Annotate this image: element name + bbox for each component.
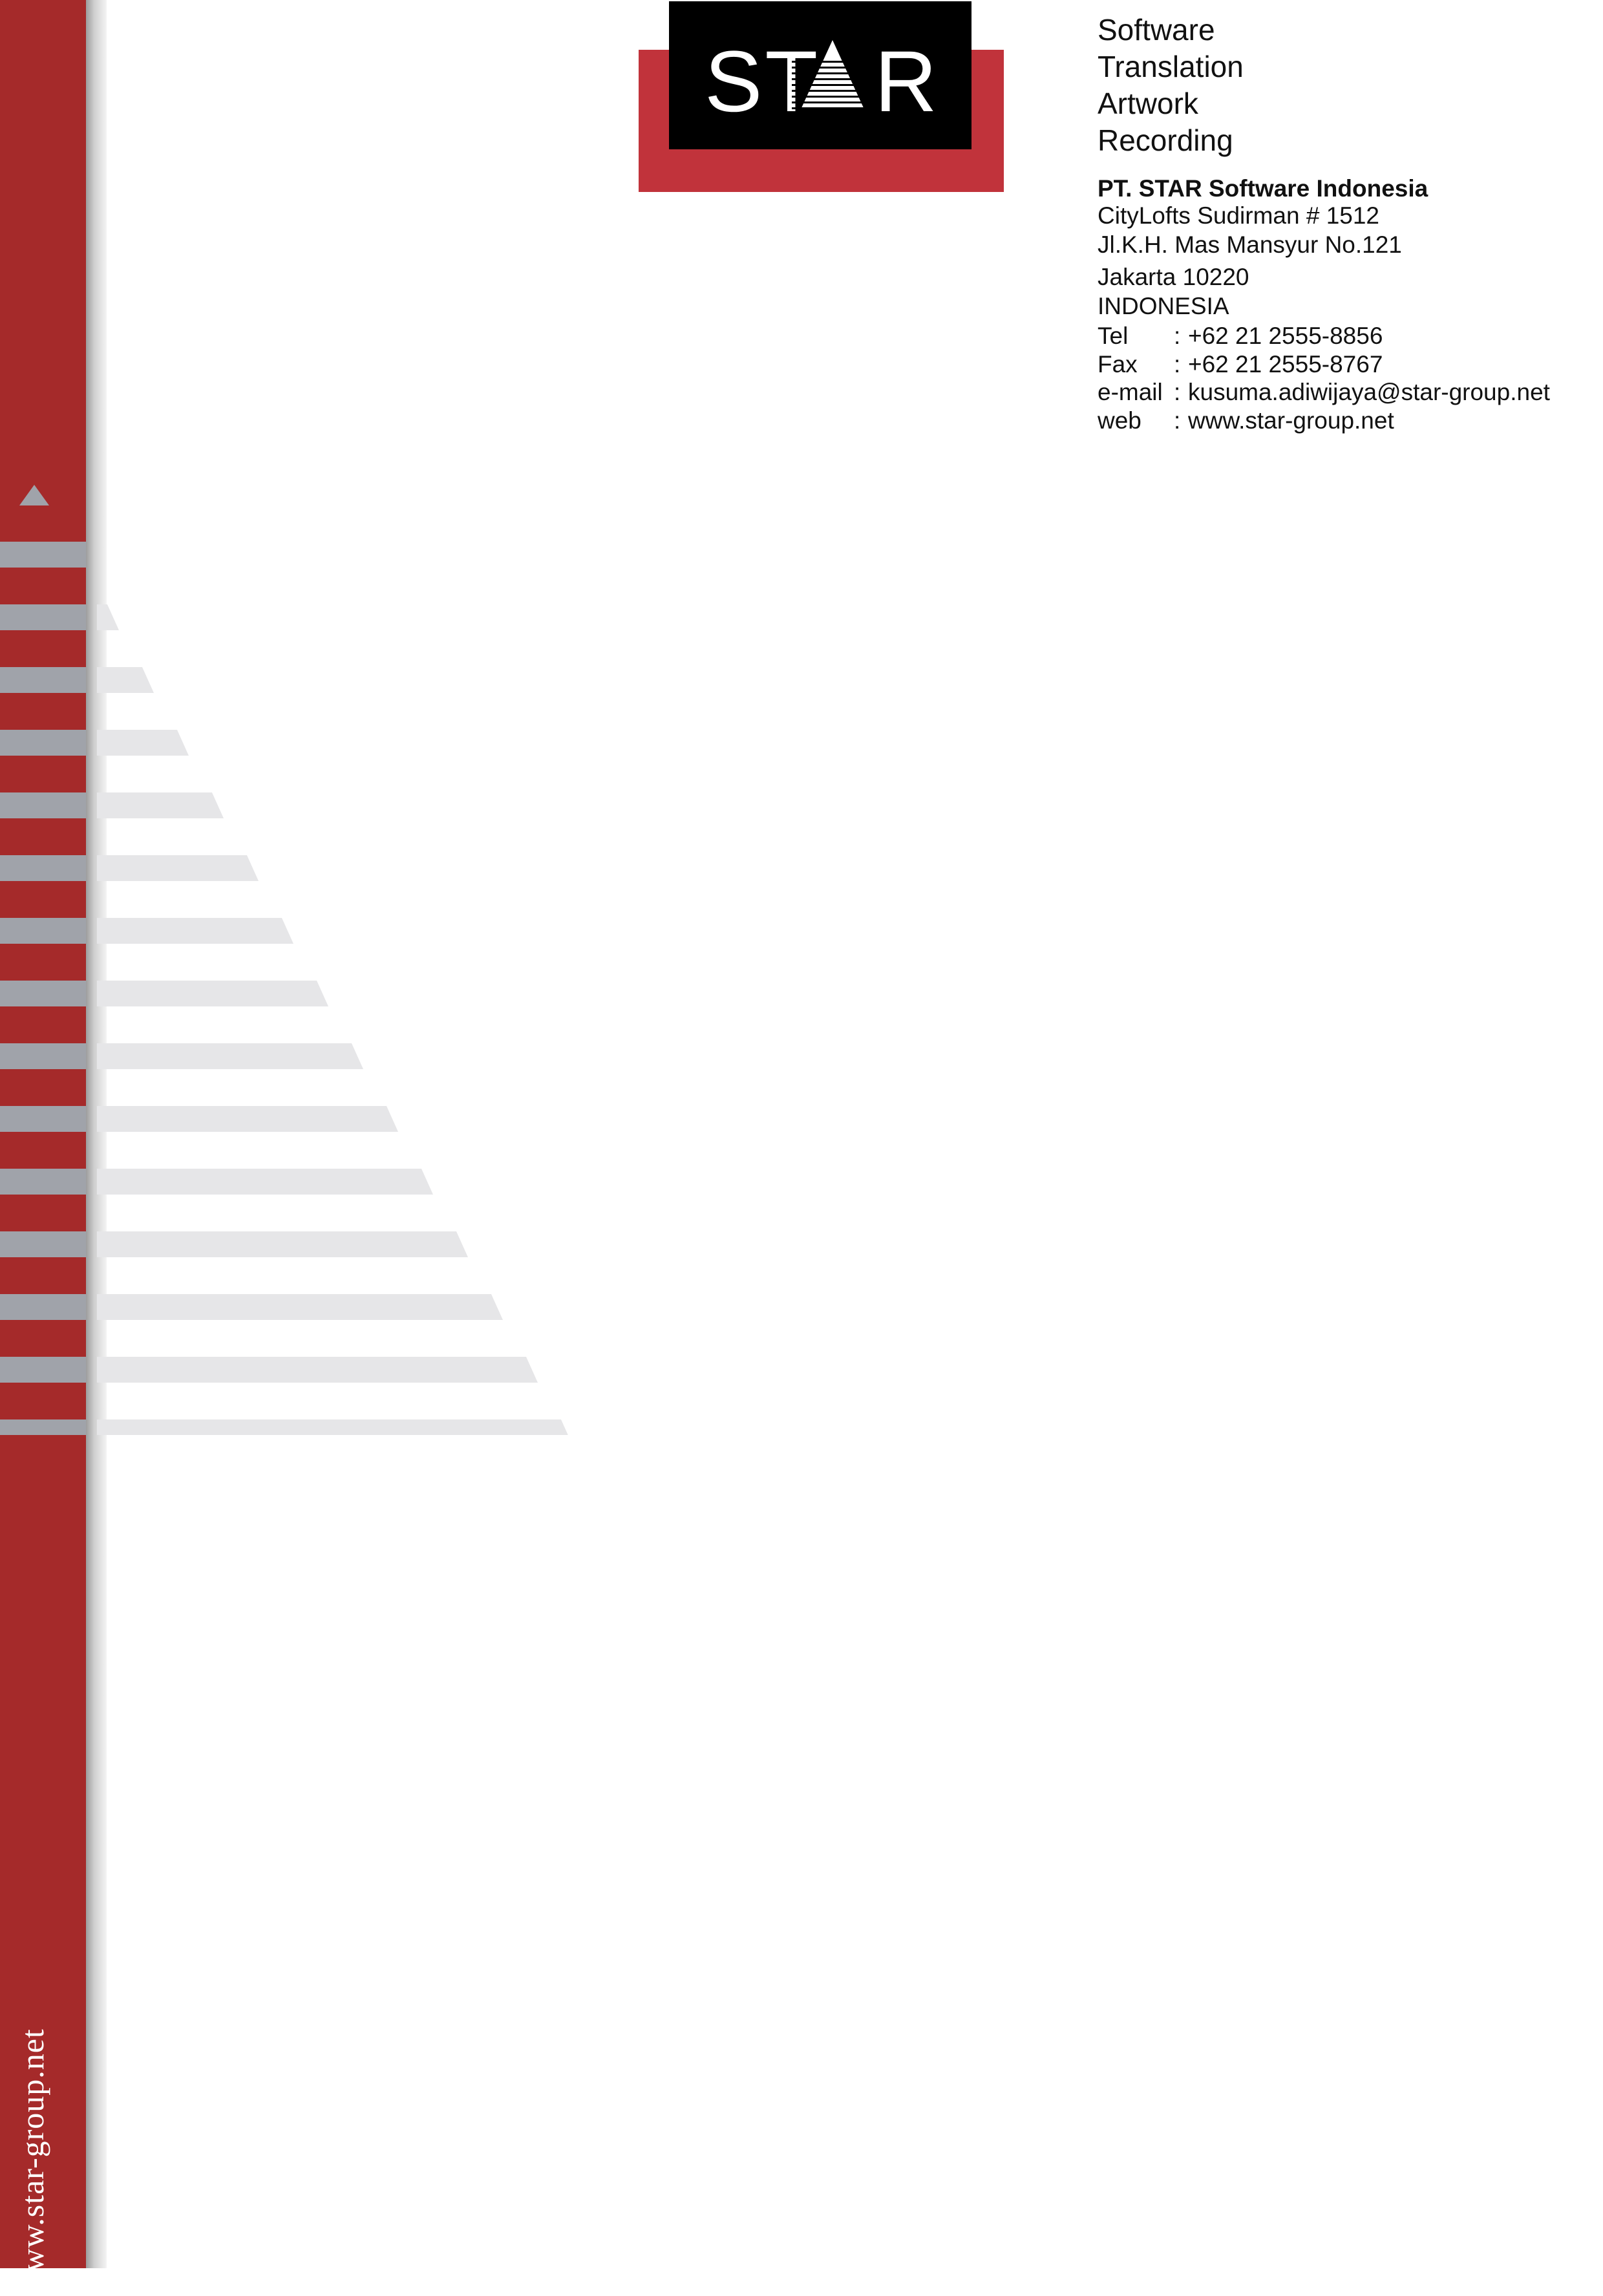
sidebar-band [0, 0, 86, 2268]
contact-separator: : [1174, 350, 1181, 377]
pyramid-stripe [97, 981, 328, 1006]
contact-block: Tel : +62 21 2555-8856 Fax : +62 21 2555… [1098, 322, 1550, 434]
sidebar-stripe [0, 1419, 86, 1435]
pyramid-stripe [97, 1357, 538, 1383]
logo-triangle-line [792, 72, 873, 74]
triangle-icon [792, 40, 873, 109]
sidebar-stripe [0, 1169, 86, 1195]
company-address: PT. STAR Software Indonesia CityLofts Su… [1098, 175, 1589, 321]
pyramid-stripe [97, 1419, 568, 1435]
contact-row-web: web : www.star-group.net [1098, 407, 1550, 435]
logo-text-r: R [875, 34, 937, 130]
sidebar-stripe [0, 1231, 86, 1257]
contact-separator: : [1174, 407, 1181, 434]
logo-triangle-line [792, 101, 873, 103]
pyramid-stripe [97, 1106, 398, 1132]
sidebar-website-url: www.star-group.net [14, 2028, 50, 2296]
services-list: Software Translation Artwork Recording [1098, 12, 1550, 159]
star-logo: ST R [705, 34, 937, 130]
sidebar-stripe [0, 981, 86, 1006]
contact-value: +62 21 2555-8767 [1188, 350, 1383, 377]
sidebar-stripe [0, 792, 86, 818]
company-name: PT. STAR Software Indonesia [1098, 175, 1428, 202]
contact-separator: : [1174, 379, 1181, 405]
address-city: Jakarta 10220 [1098, 264, 1249, 290]
pyramid-tip-icon [19, 485, 49, 505]
service-item: Artwork [1098, 87, 1198, 120]
logo-triangle-line [792, 61, 873, 63]
contact-separator: : [1174, 323, 1181, 349]
contact-label: Fax [1098, 350, 1138, 377]
sidebar-stripe [0, 667, 86, 693]
pyramid-stripe [97, 1169, 433, 1195]
sidebar-stripe [0, 1357, 86, 1383]
contact-label: e-mail [1098, 379, 1163, 405]
sidebar-stripe [0, 1294, 86, 1320]
pyramid-stripe [97, 730, 189, 756]
logo-triangle-line [792, 84, 873, 86]
contact-email-link[interactable]: kusuma.adiwijaya@star-group.net [1188, 379, 1550, 405]
sidebar-stripe [0, 918, 86, 944]
pyramid-stripe [97, 792, 224, 818]
service-item: Translation [1098, 50, 1244, 83]
service-item: Recording [1098, 123, 1233, 157]
decorative-pyramid [0, 485, 568, 1435]
logo-triangle-line [792, 78, 873, 80]
contact-row-fax: Fax : +62 21 2555-8767 [1098, 350, 1550, 379]
sidebar-stripe [0, 1043, 86, 1069]
address-country: INDONESIA [1098, 293, 1229, 319]
contact-value: +62 21 2555-8856 [1188, 323, 1383, 349]
pyramid-stripe [97, 918, 293, 944]
sidebar-stripe [0, 1106, 86, 1132]
logo-triangle-line [792, 96, 873, 98]
contact-row-tel: Tel : +62 21 2555-8856 [1098, 322, 1550, 350]
logo-text-st: ST [705, 34, 820, 130]
pyramid-stripe [97, 604, 119, 630]
logo-triangle-line [792, 90, 873, 92]
pyramid-top-stripe [0, 543, 84, 568]
pyramid-stripes [0, 542, 568, 1435]
pyramid-stripe [97, 667, 154, 693]
contact-web-link[interactable]: www.star-group.net [1188, 407, 1394, 434]
address-line: CityLofts Sudirman # 1512 [1098, 202, 1380, 229]
contact-row-email: e-mail : kusuma.adiwijaya@star-group.net [1098, 378, 1550, 407]
pyramid-stripe [97, 855, 259, 881]
sidebar-shadow [86, 0, 107, 2268]
sidebar-stripe [0, 604, 86, 630]
sidebar-stripe [0, 855, 86, 881]
logo-triangle-line [792, 67, 873, 69]
logo-triangle-line [792, 107, 873, 109]
pyramid-stripe [97, 1294, 503, 1320]
address-line: Jl.K.H. Mas Mansyur No.121 [1098, 231, 1402, 258]
sidebar-stripe [0, 730, 86, 756]
contact-label: web [1098, 407, 1141, 434]
pyramid-stripe [97, 1231, 468, 1257]
service-item: Software [1098, 13, 1215, 47]
pyramid-stripe [97, 1043, 363, 1069]
contact-label: Tel [1098, 323, 1129, 349]
